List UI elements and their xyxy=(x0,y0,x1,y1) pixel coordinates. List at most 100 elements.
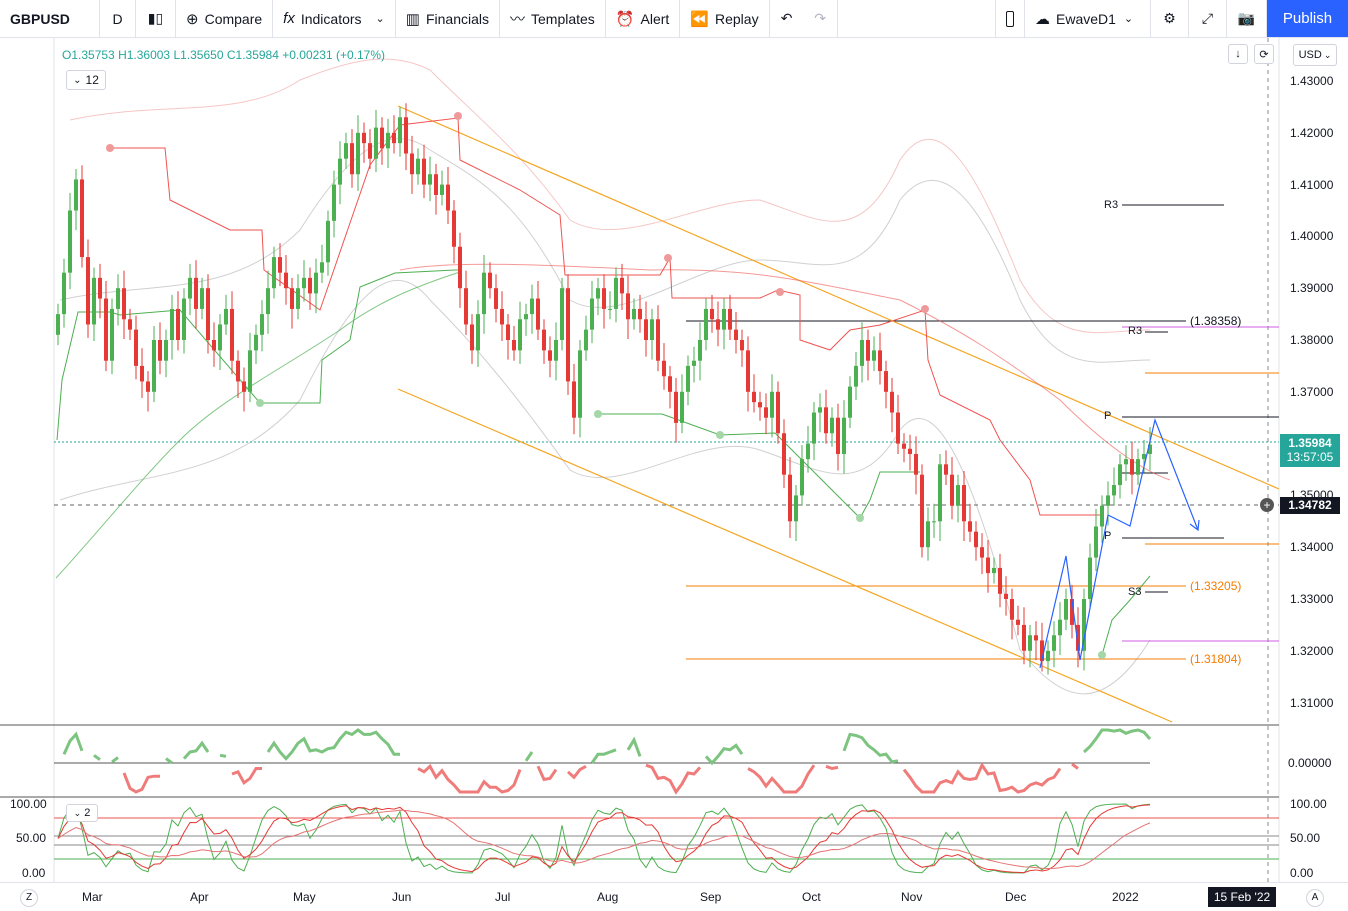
green-step-line-2 xyxy=(598,413,920,519)
osc-toggle-button[interactable]: ⌄ 2 xyxy=(66,804,98,822)
candle-body xyxy=(458,246,462,289)
zoom-z-button[interactable]: Z xyxy=(20,889,38,907)
candle-body xyxy=(800,459,804,496)
osc2-bottom-label: 0.00 xyxy=(1290,866,1314,880)
candle-body xyxy=(722,308,726,330)
candle-body xyxy=(908,448,912,454)
fullscreen-button[interactable]: ⤢ xyxy=(1189,0,1227,37)
interval-button[interactable]: D xyxy=(100,0,136,37)
time-axis[interactable]: Z Mar Apr May Jun Jul Aug Sep Oct Nov Dec 2022 15 … xyxy=(0,882,1348,911)
zoom-z-label: Z xyxy=(25,892,33,903)
price-tick-label: 1.33000 xyxy=(1290,592,1334,606)
alarm-clock-icon: ⏰ xyxy=(615,10,635,28)
candle-body xyxy=(518,319,522,351)
red-dot xyxy=(106,144,114,152)
osc2-top-label: 100.00 xyxy=(1290,797,1327,811)
price-tick-label: 1.42000 xyxy=(1290,125,1334,140)
candle-body xyxy=(416,158,420,175)
momentum-line xyxy=(62,731,84,755)
add-alert-icon[interactable]: + xyxy=(1260,498,1274,512)
candle-body xyxy=(1142,453,1146,460)
auto-scale-button[interactable]: A xyxy=(1306,889,1324,907)
candle-body xyxy=(212,340,216,351)
chart-canvas[interactable] xyxy=(0,38,1348,910)
momentum-line xyxy=(842,732,899,764)
candle-body xyxy=(98,277,102,299)
candle-body xyxy=(1028,635,1032,651)
candle-body xyxy=(710,308,714,320)
wave-projection[interactable] xyxy=(1039,417,1199,669)
candle-body xyxy=(500,308,504,325)
chevron-down-icon: ⌄ xyxy=(73,74,82,86)
momentum-line xyxy=(626,736,642,757)
symbol-search-button[interactable]: GBPUSD xyxy=(0,0,100,37)
chevron-down-icon: ⌄ xyxy=(73,807,82,818)
momentum-line xyxy=(590,748,617,764)
settings-button[interactable]: ⚙ xyxy=(1151,0,1189,37)
candle-body xyxy=(626,293,630,320)
pivot-label-r3: R3 xyxy=(1104,199,1119,211)
chevron-down-icon: ⌄ xyxy=(1323,49,1332,60)
redo-button[interactable]: ↷ xyxy=(804,0,838,37)
candle-body xyxy=(902,443,906,449)
currency-label: USD xyxy=(1298,49,1322,61)
time-tick-label: May xyxy=(293,890,316,904)
candle-body xyxy=(56,314,60,335)
time-tick-label: 2022 xyxy=(1112,890,1139,904)
candle-body xyxy=(650,319,654,340)
indicators-label: Indicators xyxy=(300,10,362,27)
candle-body xyxy=(764,407,768,418)
time-tick-label: Aug xyxy=(597,890,619,904)
candle-body xyxy=(818,407,822,413)
candle-body xyxy=(188,277,192,299)
candle-body xyxy=(170,308,174,340)
replay-button[interactable]: ⏪ Replay xyxy=(680,0,770,37)
candle-body xyxy=(290,288,294,309)
candle-body xyxy=(284,272,288,289)
candle-body xyxy=(92,277,96,325)
momentum-line xyxy=(566,764,587,780)
channel-upper-line[interactable] xyxy=(397,105,1280,490)
snapshot-button[interactable]: 📷 xyxy=(1227,0,1267,37)
green-dot xyxy=(1098,651,1106,659)
candle-body xyxy=(938,464,942,522)
compare-button[interactable]: ⊕ Compare xyxy=(176,0,274,37)
publish-button[interactable]: Publish xyxy=(1267,0,1348,37)
currency-select[interactable]: USD ⌄ xyxy=(1293,44,1337,66)
osc2-mid-label: 50.00 xyxy=(1290,831,1321,845)
scroll-down-button[interactable]: ↓ xyxy=(1228,44,1248,64)
momentum-line xyxy=(524,751,534,762)
alert-button[interactable]: ⏰ Alert xyxy=(606,0,681,37)
candle-body xyxy=(632,308,636,320)
candle-body xyxy=(896,412,900,444)
channel-lower-line[interactable] xyxy=(397,388,1173,723)
price-tick-label: 1.31000 xyxy=(1290,695,1334,710)
templates-button[interactable]: 〰 Templates xyxy=(500,0,606,37)
indicator-toggle-button[interactable]: ⌄ 12 xyxy=(66,70,106,90)
price-tick-label: 1.38000 xyxy=(1290,333,1334,347)
candle-body xyxy=(758,402,762,408)
ohlc-legend: O1.35753 H1.36003 L1.35650 C1.35984 +0.0… xyxy=(62,48,385,62)
last-price-value: 1.35984 xyxy=(1288,436,1332,450)
candle-body xyxy=(242,381,246,392)
chart-type-button[interactable]: ▮▯ xyxy=(136,0,176,37)
undo-button[interactable]: ↶ xyxy=(770,0,804,37)
layout-button[interactable]: ☁ EwaveD1 ⌄ xyxy=(1025,0,1151,37)
osc2-left-bottom-label: 0.00 xyxy=(22,866,46,880)
candle-body xyxy=(920,474,924,548)
stochastic-line xyxy=(57,804,1151,874)
candle-body xyxy=(1046,650,1050,662)
price-tick-label: 1.34000 xyxy=(1290,540,1334,555)
candle-body xyxy=(74,179,78,211)
indicators-button[interactable]: fx Indicators ⌄ xyxy=(273,0,396,37)
candle-body xyxy=(344,143,348,159)
momentum-line xyxy=(902,762,1062,794)
financials-button[interactable]: ▥ Financials xyxy=(396,0,500,37)
ohlc-change: +0.00231 (+0.17%) xyxy=(282,48,385,62)
momentum-line xyxy=(1082,728,1152,754)
pivot-label-p: P xyxy=(1104,410,1112,422)
pivot-label-p-mid: P xyxy=(1104,530,1112,542)
refresh-button[interactable]: ⟳ xyxy=(1254,44,1274,64)
time-tick-label: Sep xyxy=(700,890,722,904)
fullscreen-toggle-button[interactable] xyxy=(995,0,1025,37)
